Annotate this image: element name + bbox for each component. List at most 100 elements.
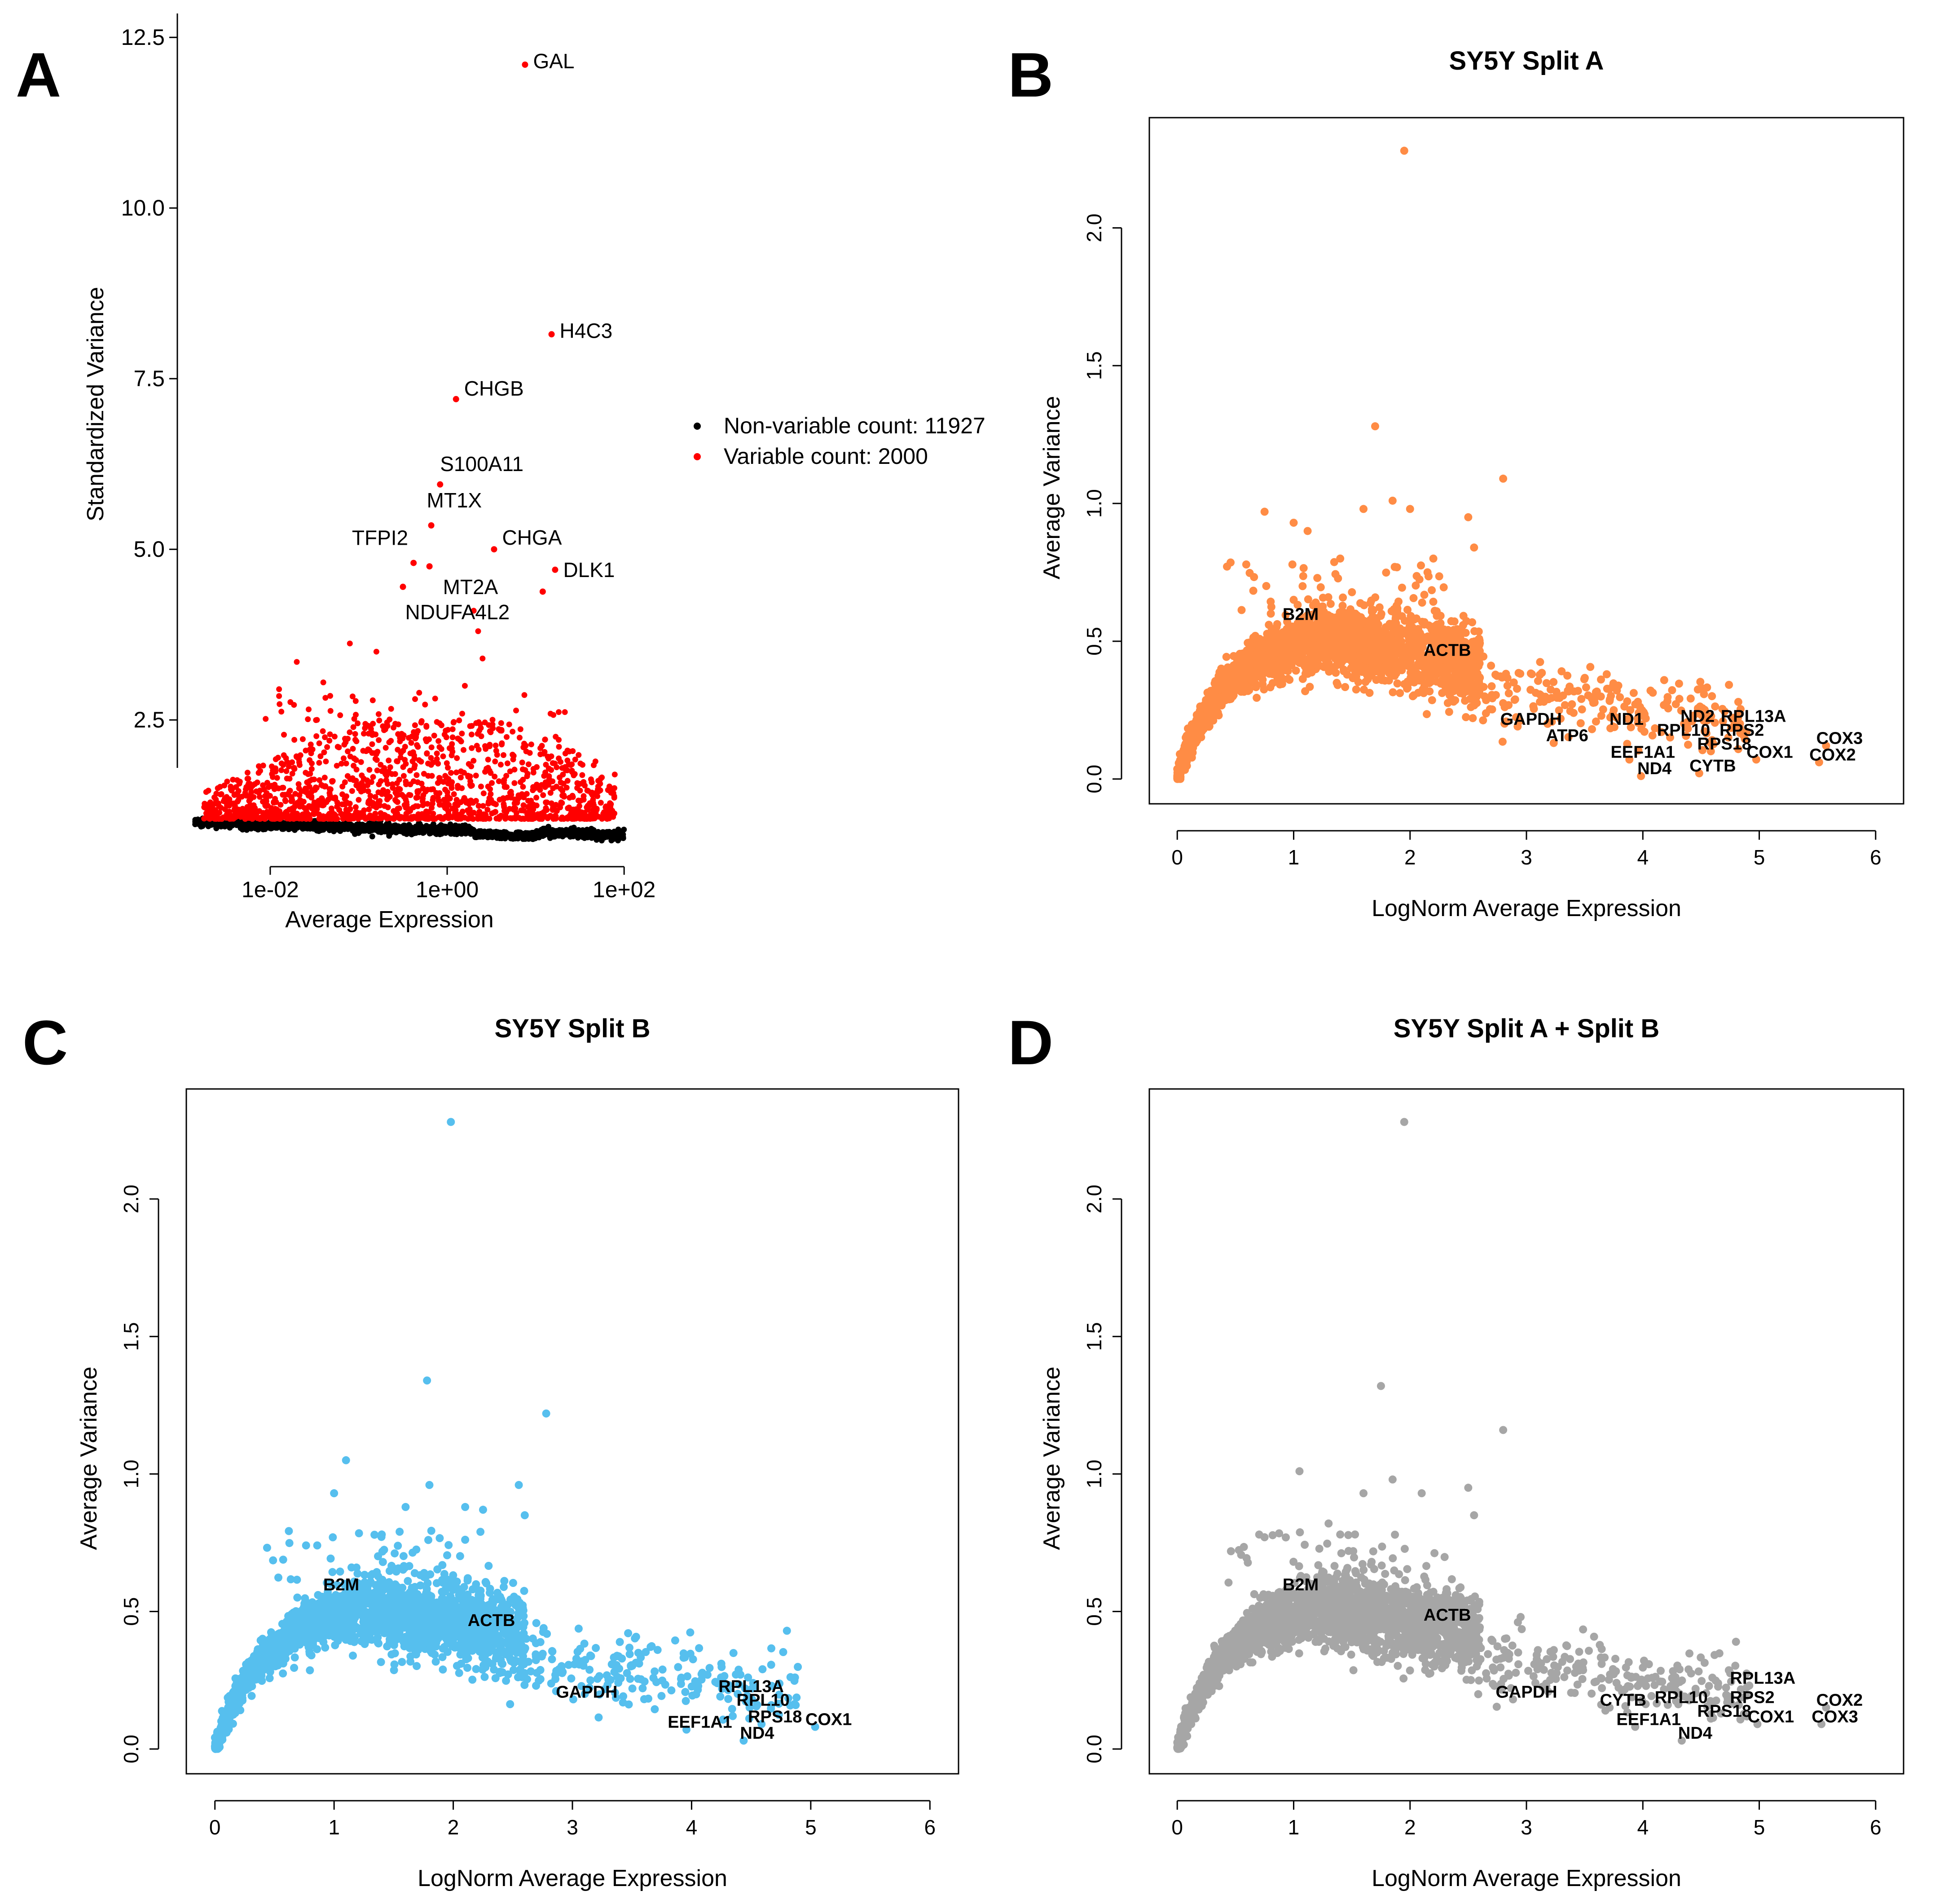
variable-point xyxy=(604,816,610,822)
x-axis-title: Average Expression xyxy=(285,907,493,933)
data-point xyxy=(1285,675,1294,684)
variable-point xyxy=(493,742,499,749)
variable-point xyxy=(423,723,430,729)
y-axis-title: Standardized Variance xyxy=(83,287,109,521)
x-tick-label: 6 xyxy=(1870,846,1882,869)
x-tick-label: 0 xyxy=(1171,846,1183,869)
variable-point xyxy=(377,798,383,804)
variable-point xyxy=(289,771,295,777)
variable-point xyxy=(456,717,462,723)
nonvariable-point xyxy=(453,822,459,829)
variable-point xyxy=(355,720,361,727)
variable-point xyxy=(533,802,540,809)
plot-frame xyxy=(1148,117,1904,805)
variable-point xyxy=(214,815,220,821)
variable-point xyxy=(576,803,582,809)
variable-point xyxy=(339,761,345,767)
variable-point xyxy=(277,701,283,707)
variable-point xyxy=(411,734,418,740)
variable-point xyxy=(233,814,239,820)
x-tick-label: 1e+00 xyxy=(416,877,479,902)
data-point xyxy=(1260,685,1268,694)
variable-point xyxy=(550,807,556,813)
variable-point xyxy=(376,717,383,723)
nonvariable-point xyxy=(545,824,551,830)
variable-point xyxy=(440,753,446,759)
nonvariable-point xyxy=(621,826,627,833)
variable-point xyxy=(320,679,326,686)
panel-label: B xyxy=(1008,40,1053,110)
variable-point xyxy=(366,806,372,812)
variable-point xyxy=(403,805,409,811)
nonvariable-point xyxy=(473,830,479,837)
variable-point xyxy=(501,796,507,802)
variable-point xyxy=(386,758,392,763)
variable-point xyxy=(438,722,444,728)
variable-point xyxy=(539,743,545,749)
variable-point xyxy=(598,800,604,806)
variable-point xyxy=(394,799,400,805)
point-label: DLK1 xyxy=(563,558,615,582)
variable-point xyxy=(400,773,407,779)
variable-point xyxy=(266,810,273,816)
variable-point xyxy=(501,784,508,790)
variable-point xyxy=(324,744,330,750)
variable-point xyxy=(542,736,548,743)
variable-point xyxy=(459,710,465,717)
variable-point xyxy=(272,796,278,802)
variable-point xyxy=(305,771,311,777)
y-tick-label: 12.5 xyxy=(121,25,165,50)
data-point xyxy=(1403,684,1412,692)
variable-point xyxy=(420,792,427,798)
y-tick-label: 2.5 xyxy=(133,707,165,732)
variable-point xyxy=(365,800,371,806)
nonvariable-point xyxy=(356,830,362,836)
data-point xyxy=(1410,616,1418,624)
variable-point xyxy=(308,803,314,810)
variable-point xyxy=(448,770,454,776)
panel-a: A2.55.07.510.012.51e-02 1e+00 1e+02Average… xyxy=(16,13,985,933)
variable-point xyxy=(396,805,402,811)
variable-point xyxy=(467,782,473,788)
point-label: H4C3 xyxy=(560,319,613,342)
nonvariable-point xyxy=(420,827,426,833)
variable-point xyxy=(493,815,500,822)
variable-point xyxy=(520,784,526,790)
nonvariable-point xyxy=(497,829,504,836)
data-point xyxy=(1469,714,1477,723)
variable-point xyxy=(378,815,384,822)
variable-point xyxy=(316,740,322,746)
nonvariable-point xyxy=(378,823,384,829)
data-point xyxy=(1420,689,1428,697)
variable-point xyxy=(370,774,376,780)
nonvariable-point xyxy=(427,826,433,832)
variable-point xyxy=(448,780,454,787)
variable-point xyxy=(540,792,546,798)
data-point xyxy=(1273,673,1281,682)
x-tick-label: 1e-02 xyxy=(242,877,299,902)
labeled-point xyxy=(548,331,555,338)
variable-point xyxy=(468,798,474,804)
variable-point xyxy=(571,772,577,779)
variable-point xyxy=(428,755,434,761)
variable-point xyxy=(418,719,424,726)
variable-point xyxy=(597,787,603,793)
variable-point xyxy=(428,744,435,750)
variable-point xyxy=(365,788,371,794)
variable-point xyxy=(260,762,266,769)
variable-point xyxy=(441,797,447,803)
nonvariable-point xyxy=(286,826,292,833)
variable-point xyxy=(308,750,314,756)
variable-point xyxy=(529,816,535,822)
data-point xyxy=(1339,593,1347,602)
variable-point xyxy=(327,731,333,737)
variable-point xyxy=(453,815,460,822)
variable-point xyxy=(253,788,259,794)
variable-point xyxy=(560,771,566,778)
nonvariable-point xyxy=(330,823,336,829)
variable-point xyxy=(353,782,360,789)
nonvariable-point xyxy=(247,822,254,828)
variable-point xyxy=(471,758,477,764)
variable-point xyxy=(366,767,373,773)
